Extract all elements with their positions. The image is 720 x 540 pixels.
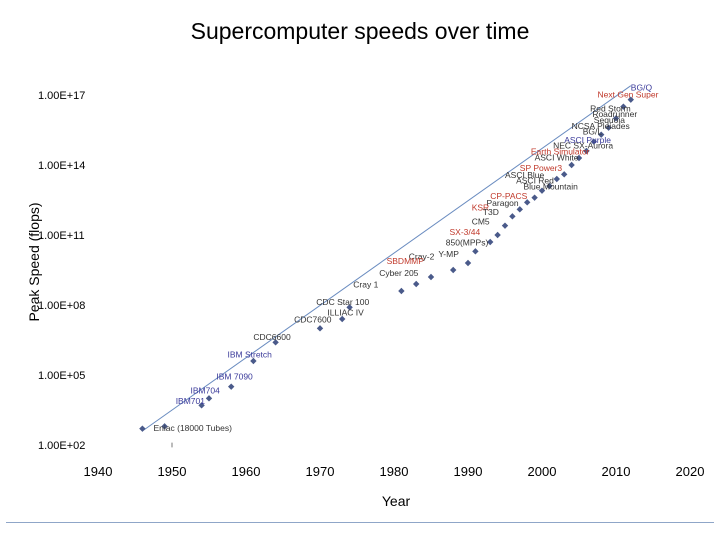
point-annotation: ILLIAC IV: [327, 308, 364, 318]
data-point: [583, 147, 590, 155]
data-point: [427, 273, 435, 281]
x-tick-label: 2010: [602, 464, 631, 479]
point-annotation: IBM701: [176, 396, 206, 406]
data-point: [472, 248, 479, 255]
chart-title: Supercomputer speeds over time: [190, 18, 530, 44]
point-annotation: NCSA Pleiades: [572, 121, 630, 131]
y-tick-label: 1.00E+17: [38, 90, 85, 102]
data-point: [524, 199, 531, 206]
point-annotation: Y-MP: [438, 249, 459, 259]
data-point: [413, 280, 420, 288]
point-annotation: ASCI Purple: [564, 135, 611, 145]
point-annotation: SP Power3: [520, 163, 563, 173]
point-annotation: KSR: [472, 203, 489, 213]
data-point: [272, 339, 279, 346]
point-annotation: 850(MPPs): [446, 238, 489, 248]
data-point: [205, 395, 213, 402]
data-point: [250, 357, 257, 365]
point-annotation: BG/Q: [631, 82, 653, 92]
data-point: [346, 304, 353, 311]
point-annotation: IBM704: [191, 386, 221, 396]
point-annotation: CM5: [472, 217, 490, 227]
data-point: [561, 171, 568, 178]
point-annotation: CP-PACS: [490, 191, 527, 201]
slide-divider: [6, 522, 714, 523]
data-point: [605, 124, 612, 131]
x-tick-label: 1940: [84, 464, 113, 479]
data-point: [627, 96, 634, 103]
point-annotation: Blue Mountain: [524, 182, 579, 192]
point-annotation: CDC6600: [253, 332, 291, 342]
trendline: [142, 85, 632, 432]
x-tick-label: 1960: [232, 464, 261, 479]
data-point: [139, 425, 146, 432]
data-point: [464, 259, 472, 267]
data-point: [450, 266, 457, 274]
point-annotation: ASCI Blue: [505, 170, 544, 180]
point-annotation: CDC7600: [294, 315, 332, 325]
point-annotation: Earth Simulator: [531, 147, 590, 157]
x-tick-label: 2000: [528, 464, 557, 479]
data-point: [501, 222, 509, 229]
data-point: [509, 213, 516, 220]
point-annotation: NEC SX-Aurora: [553, 141, 613, 151]
point-annotation: ASCI Red: [516, 176, 554, 186]
data-point: [198, 402, 205, 409]
point-annotation: IBM Stretch: [228, 350, 273, 360]
point-annotation: ASCI White: [535, 152, 579, 162]
x-tick-label: 1990: [454, 464, 483, 479]
data-point: [620, 103, 627, 110]
data-point: [494, 231, 501, 239]
point-annotation: IBM 7090: [216, 372, 253, 382]
x-axis-label: Year: [381, 493, 411, 509]
data-point: [487, 238, 494, 246]
point-annotation: SBDMMP: [387, 256, 425, 266]
data-point: [228, 383, 235, 390]
point-annotation: Eniac (18000 Tubes): [154, 423, 233, 433]
data-point: [531, 194, 538, 201]
x-tick-label: 2020: [676, 464, 705, 479]
point-annotation: CDC Star 100: [316, 297, 369, 307]
data-point: [161, 423, 168, 430]
point-annotation: Paragon: [487, 198, 519, 208]
y-tick-label: 1.00E+11: [38, 230, 85, 242]
data-point: [538, 187, 546, 194]
point-annotation: Cray 1: [353, 280, 378, 290]
y-tick-label: 1.00E+14: [38, 160, 85, 172]
point-annotation: T3D: [483, 207, 499, 217]
data-point: [553, 175, 560, 183]
data-point: [590, 138, 597, 145]
data-point: [568, 161, 575, 169]
data-point: [546, 182, 553, 190]
data-point: [339, 315, 346, 323]
x-tick-label: 1950: [158, 464, 187, 479]
data-point: [398, 287, 405, 295]
point-annotation: Next Gen Super: [598, 89, 659, 99]
point-annotation: Sequoia: [594, 115, 625, 125]
x-tick-label: 1970: [306, 464, 335, 479]
data-point: [316, 325, 324, 332]
data-point: [598, 131, 605, 138]
x-tick-label: 1980: [380, 464, 409, 479]
data-point: [575, 154, 583, 162]
data-point: [612, 115, 620, 122]
y-tick-label: 1.00E+08: [38, 300, 85, 312]
data-point: [516, 206, 523, 213]
y-tick-label: 1.00E+02: [38, 440, 85, 452]
point-annotation: SX-3/44: [450, 227, 481, 237]
point-annotation: Red Storm: [590, 103, 631, 113]
point-annotation: BG/L: [583, 127, 603, 137]
point-annotation: Roadrunner: [592, 109, 637, 119]
point-annotation: Cray-2: [409, 252, 435, 262]
y-tick-label: 1.00E+05: [38, 370, 85, 382]
point-annotation: Cyber 205: [379, 268, 418, 278]
